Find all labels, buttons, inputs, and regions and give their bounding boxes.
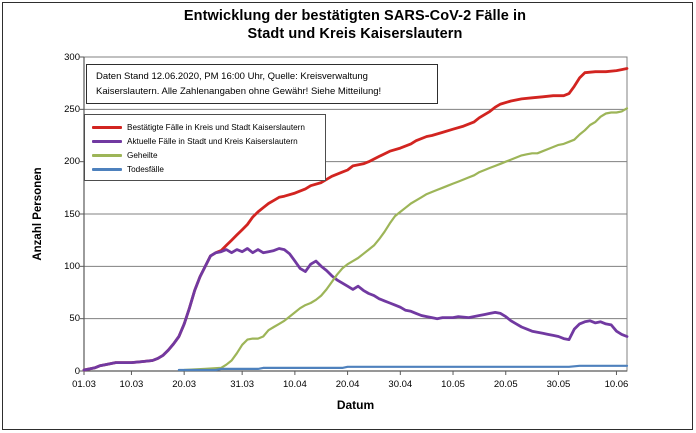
x-tick-label: 01.03: [72, 379, 96, 390]
chart-title-line1: Entwicklung der bestätigten SARS-CoV-2 F…: [183, 8, 527, 24]
x-tick-label: 30.05: [546, 379, 571, 390]
x-tick-label: 10.04: [282, 379, 307, 390]
legend-label: Bestätigte Fälle in Kreis und Stadt Kais…: [127, 122, 305, 132]
legend-line-swatch: [92, 139, 122, 143]
legend-label: Todesfälle: [127, 164, 164, 174]
y-tick-label: 200: [64, 156, 80, 168]
y-tick-label: 250: [64, 103, 80, 115]
legend-item: Geheilte: [92, 148, 318, 162]
y-tick-label: 150: [64, 208, 80, 220]
y-axis-title: Anzahl Personen: [32, 167, 44, 261]
x-tick-label: 30.04: [388, 379, 413, 390]
x-tick-label: 20.05: [493, 379, 518, 390]
x-tick-label: 20.03: [172, 379, 197, 390]
series-line-4: [177, 364, 629, 372]
series-line-2: [82, 247, 629, 372]
x-tick-label: 20.04: [335, 379, 360, 390]
legend-item: Bestätigte Fälle in Kreis und Stadt Kais…: [92, 120, 318, 134]
y-tick-label: 0: [74, 365, 80, 377]
x-tick-label: 31.03: [230, 379, 255, 390]
legend-item: Aktuelle Fälle in Stadt und Kreis Kaiser…: [92, 134, 318, 148]
chart-title-line2: Stadt und Kreis Kaiserslautern: [247, 26, 463, 42]
y-tick-label: 100: [64, 260, 80, 272]
chart-title: Entwicklung der bestätigten SARS-CoV-2 F…: [14, 7, 696, 43]
legend-line-swatch: [92, 167, 122, 171]
y-tick-label: 300: [64, 51, 80, 63]
legend-item: Todesfälle: [92, 162, 318, 176]
data-source-note: Daten Stand 12.06.2020, PM 16:00 Uhr, Qu…: [86, 64, 438, 104]
series-line-3: [183, 107, 629, 372]
x-tick-label: 10.06: [604, 379, 629, 390]
x-axis-title: Datum: [336, 398, 375, 412]
legend-line-swatch: [92, 125, 122, 129]
x-tick-label: 10.03: [119, 379, 144, 390]
x-tick-label: 10.05: [441, 379, 465, 390]
data-source-note-line2: Kaiserslautern. Alle Zahlenangaben ohne …: [96, 86, 382, 97]
legend-label: Geheilte: [127, 150, 158, 160]
data-source-note-line1: Daten Stand 12.06.2020, PM 16:00 Uhr, Qu…: [96, 71, 368, 82]
legend-line-swatch: [92, 153, 122, 157]
legend-label: Aktuelle Fälle in Stadt und Kreis Kaiser…: [127, 136, 298, 146]
legend: Bestätigte Fälle in Kreis und Stadt Kais…: [84, 114, 326, 181]
y-tick-label: 50: [69, 313, 80, 325]
